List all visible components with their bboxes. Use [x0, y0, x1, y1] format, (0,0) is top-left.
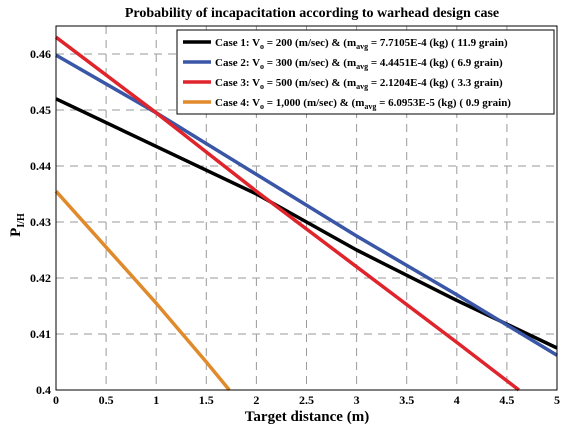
y-tick-label: 0.43 [30, 215, 51, 229]
legend-label-case-3: Case 3: Vo = 500 (m/sec) & (mavg = 2.120… [215, 77, 503, 91]
y-tick-label: 0.46 [30, 47, 51, 61]
x-tick-label: 2 [253, 393, 259, 407]
series-line-case-2 [55, 53, 558, 357]
x-tick-label: 0 [53, 393, 59, 407]
x-tick-label: 4.5 [499, 393, 514, 407]
y-tick-label: 0.44 [30, 159, 51, 173]
y-axis-label: PI/H [8, 213, 27, 237]
x-tick-labels: 0 0.5 1 1.5 2 2.5 3 3.5 4 4.5 5 [53, 393, 560, 407]
x-tick-label: 5 [554, 393, 560, 407]
legend: Case 1: Vo = 200 (m/sec) & (mavg = 7.710… [176, 29, 555, 115]
y-tick-label: 0.45 [30, 103, 51, 117]
y-axis-label-subscript: I/H [16, 213, 27, 228]
legend-label-case-4: Case 4: Vo = 1,000 (m/sec) & (mavg = 6.0… [215, 97, 511, 111]
chart-title: Probability of incapacitation according … [125, 6, 499, 21]
plot-frame [55, 25, 558, 391]
x-tick-label: 0.5 [99, 393, 114, 407]
x-tick-label: 1 [153, 393, 159, 407]
x-tick-label: 1.5 [199, 393, 214, 407]
y-axis-label-main: P [8, 228, 24, 237]
series-line-case-1 [55, 97, 558, 350]
y-tick-label: 0.41 [30, 327, 51, 341]
legend-label-case-1: Case 1: Vo = 200 (m/sec) & (mavg = 7.710… [215, 37, 508, 51]
series-line-case-3 [54, 35, 520, 392]
x-tick-label: 3.5 [399, 393, 414, 407]
y-tick-labels: 0.4 0.41 0.42 0.43 0.44 0.45 0.46 [30, 47, 51, 397]
x-axis-label: Target distance (m) [245, 409, 369, 425]
legend-label-case-2: Case 2: Vo = 300 (m/sec) & (mavg = 4.445… [215, 57, 503, 71]
x-tick-label: 4 [454, 393, 460, 407]
legend-box [176, 29, 555, 115]
x-tick-label: 2.5 [299, 393, 314, 407]
series-lines [54, 35, 558, 392]
series-line-case-4 [54, 190, 231, 392]
x-tick-label: 3 [354, 393, 360, 407]
y-tick-label: 0.4 [36, 383, 51, 397]
y-tick-label: 0.42 [30, 271, 51, 285]
